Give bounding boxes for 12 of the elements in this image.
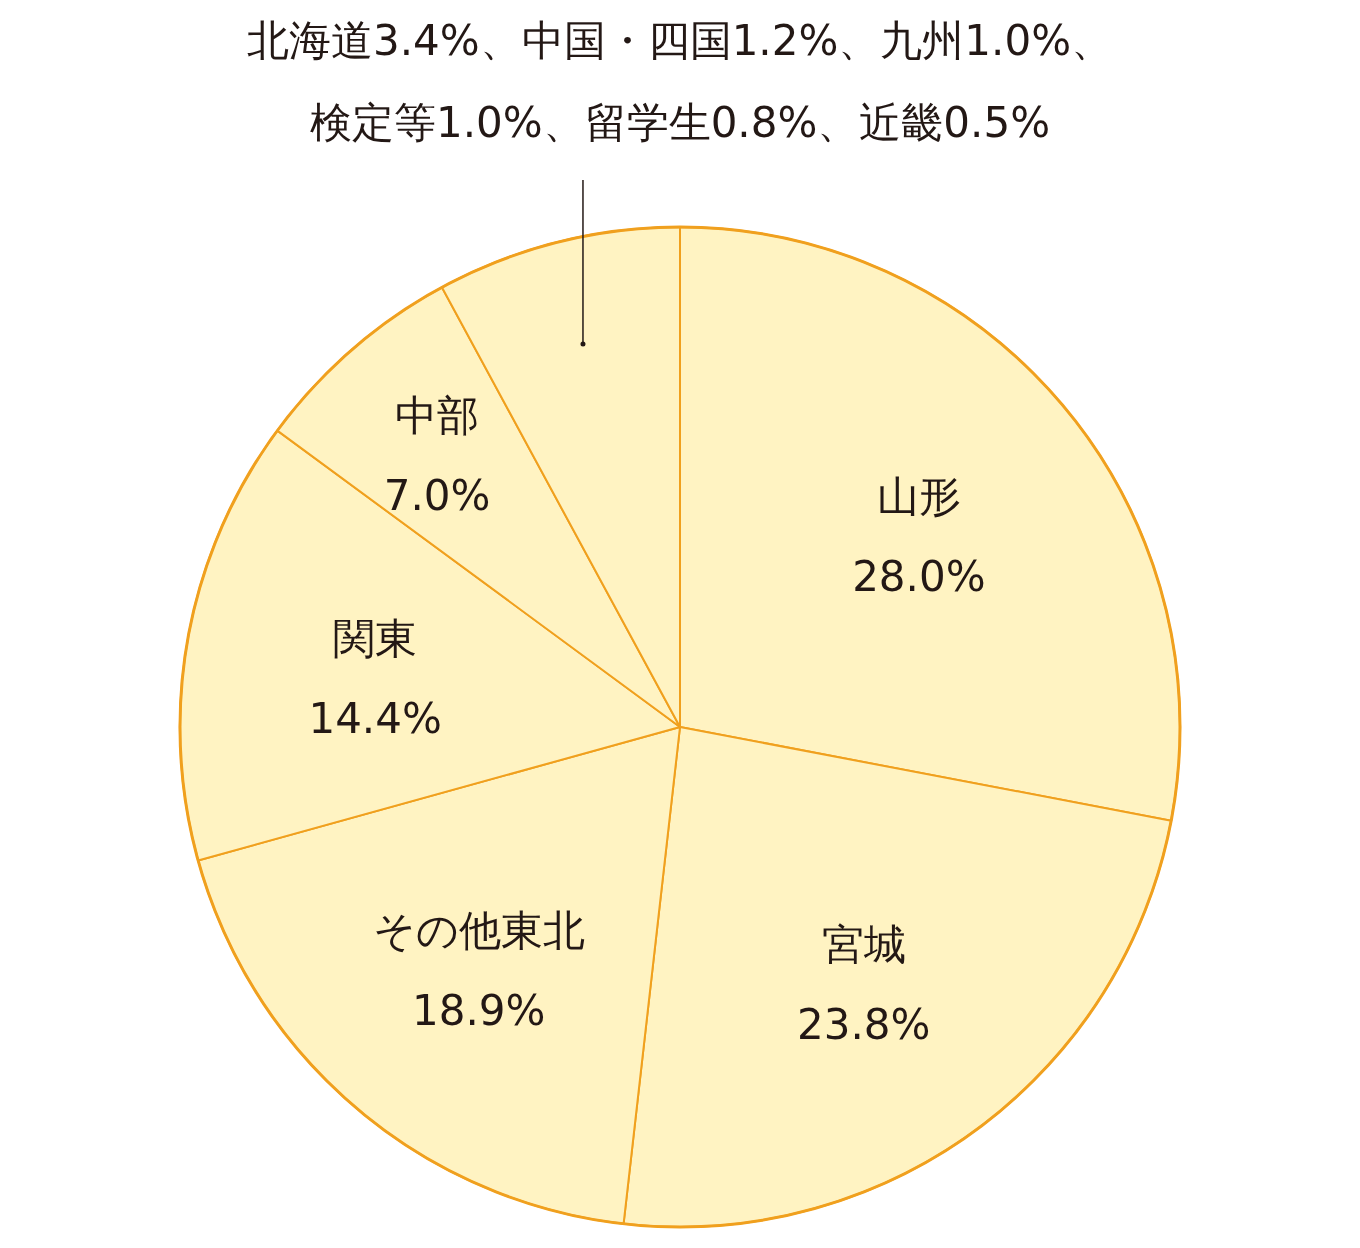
- text: 検定等1.0%、留学生0.8%、近畿0.5%: [309, 98, 1051, 147]
- data-label: 18.9%: [411, 985, 546, 1035]
- slice-label: 山形: [876, 472, 961, 522]
- text: 北海道3.4%、中国・四国1.2%、九州1.0%、: [246, 16, 1114, 65]
- slice-label: 中部: [395, 390, 480, 440]
- data-label: 7.0%: [383, 470, 491, 520]
- slice-label: 宮城: [821, 919, 906, 969]
- data-label: 14.4%: [308, 693, 442, 743]
- slice-label: 関東: [333, 613, 418, 663]
- data-label: 23.8%: [797, 999, 931, 1049]
- slice-label: その他東北: [372, 905, 585, 955]
- data-label: 28.0%: [852, 552, 986, 602]
